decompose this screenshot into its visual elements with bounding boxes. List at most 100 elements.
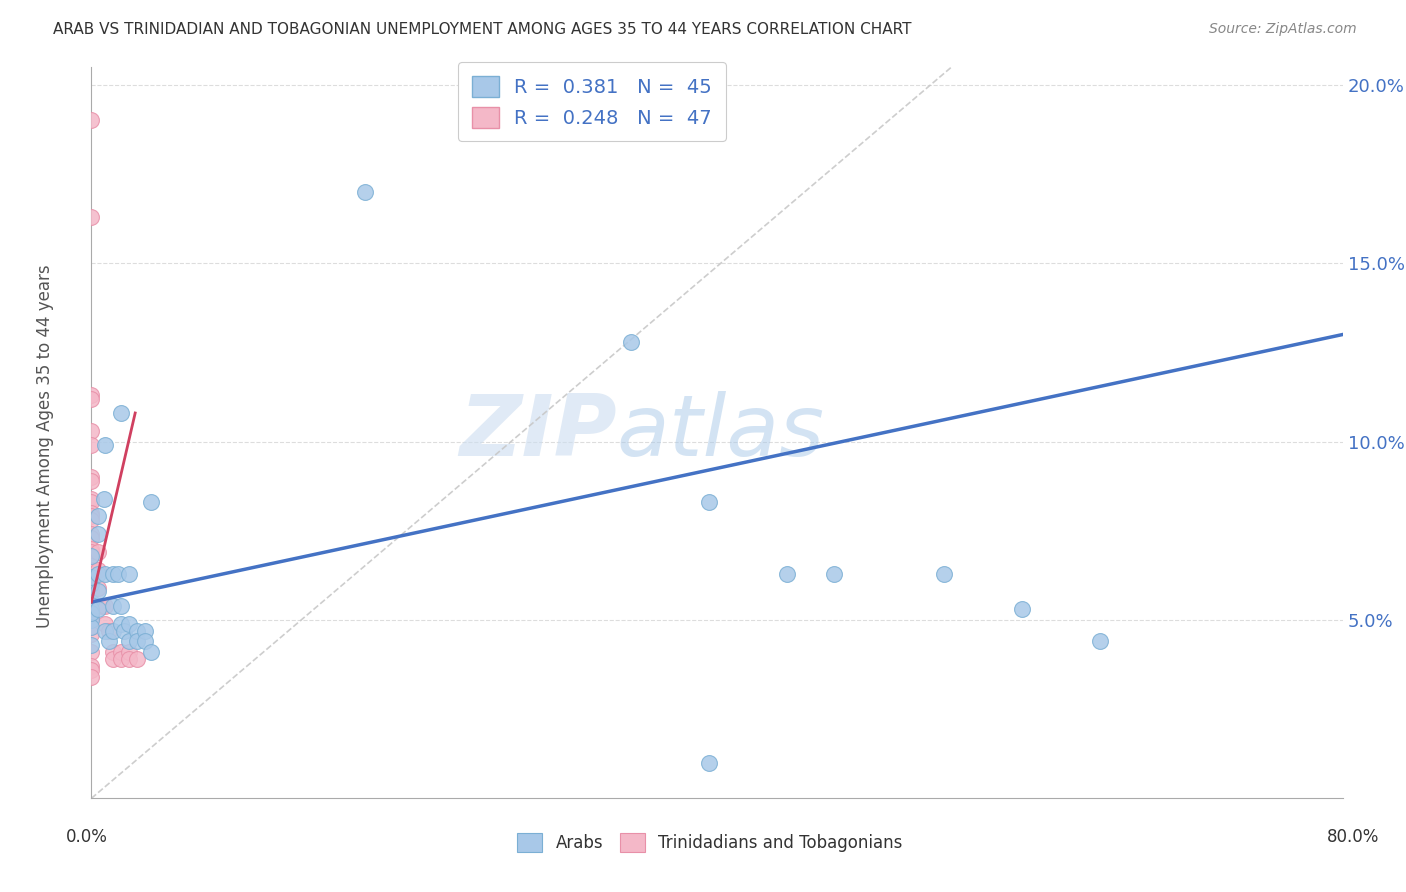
Point — [134, 634, 156, 648]
Point — [80, 606, 103, 620]
Point — [94, 624, 117, 638]
Point — [80, 491, 103, 506]
Point — [80, 527, 103, 541]
Point — [1090, 634, 1112, 648]
Point — [134, 624, 156, 638]
Point — [80, 627, 103, 641]
Point — [80, 602, 103, 616]
Point — [697, 495, 720, 509]
Point — [80, 438, 103, 452]
Text: atlas: atlas — [617, 391, 825, 475]
Legend: R =  0.381   N =  45, R =  0.248   N =  47: R = 0.381 N = 45, R = 0.248 N = 47 — [458, 62, 725, 141]
Point — [125, 652, 148, 666]
Point — [125, 624, 148, 638]
Point — [823, 566, 845, 581]
Point — [80, 506, 103, 520]
Point — [94, 616, 117, 631]
Point — [118, 634, 141, 648]
Point — [110, 645, 132, 659]
Point — [110, 652, 132, 666]
Point — [80, 638, 103, 652]
Point — [110, 599, 132, 613]
Text: ARAB VS TRINIDADIAN AND TOBAGONIAN UNEMPLOYMENT AMONG AGES 35 TO 44 YEARS CORREL: ARAB VS TRINIDADIAN AND TOBAGONIAN UNEMP… — [53, 22, 912, 37]
Point — [80, 613, 103, 627]
Point — [80, 609, 103, 624]
Point — [118, 652, 141, 666]
Point — [86, 527, 108, 541]
Point — [86, 602, 108, 616]
Point — [118, 645, 141, 659]
Point — [80, 663, 103, 677]
Point — [93, 491, 115, 506]
Point — [80, 645, 103, 659]
Point — [94, 599, 117, 613]
Point — [86, 584, 108, 599]
Point — [103, 599, 125, 613]
Point — [86, 509, 108, 524]
Point — [80, 613, 103, 627]
Point — [118, 616, 141, 631]
Point — [103, 652, 125, 666]
Point — [97, 624, 120, 638]
Point — [80, 584, 103, 599]
Point — [118, 566, 141, 581]
Point — [620, 334, 643, 349]
Point — [125, 634, 148, 648]
Point — [80, 659, 103, 673]
Point — [80, 563, 103, 577]
Point — [80, 599, 103, 613]
Point — [80, 595, 103, 609]
Point — [80, 531, 103, 545]
Point — [80, 545, 103, 559]
Point — [94, 566, 117, 581]
Point — [103, 624, 125, 638]
Point — [932, 566, 955, 581]
Point — [139, 645, 162, 659]
Text: 0.0%: 0.0% — [66, 828, 108, 846]
Point — [354, 185, 377, 199]
Point — [697, 756, 720, 770]
Point — [103, 645, 125, 659]
Point — [112, 624, 135, 638]
Point — [80, 113, 103, 128]
Text: 80.0%: 80.0% — [1326, 828, 1379, 846]
Point — [110, 406, 132, 420]
Point — [80, 549, 103, 563]
Point — [80, 595, 103, 609]
Point — [776, 566, 799, 581]
Point — [80, 559, 103, 574]
Point — [80, 392, 103, 406]
Point — [80, 424, 103, 438]
Point — [94, 438, 117, 452]
Point — [80, 606, 103, 620]
Point — [86, 566, 108, 581]
Point — [80, 620, 103, 634]
Point — [80, 495, 103, 509]
Text: Source: ZipAtlas.com: Source: ZipAtlas.com — [1209, 22, 1357, 37]
Point — [97, 634, 120, 648]
Point — [80, 566, 103, 581]
Point — [80, 210, 103, 224]
Point — [1011, 602, 1033, 616]
Point — [80, 474, 103, 488]
Point — [80, 670, 103, 684]
Point — [80, 577, 103, 591]
Point — [80, 570, 103, 584]
Point — [80, 509, 103, 524]
Point — [86, 545, 108, 559]
Point — [139, 495, 162, 509]
Point — [107, 566, 129, 581]
Point — [91, 599, 114, 613]
Point — [80, 513, 103, 527]
Point — [110, 616, 132, 631]
Point — [80, 388, 103, 402]
Point — [80, 470, 103, 484]
Point — [80, 577, 103, 591]
Text: Unemployment Among Ages 35 to 44 years: Unemployment Among Ages 35 to 44 years — [37, 264, 53, 628]
Legend: Arabs, Trinidadians and Tobagonians: Arabs, Trinidadians and Tobagonians — [510, 827, 910, 859]
Point — [80, 541, 103, 556]
Point — [103, 566, 125, 581]
Point — [86, 563, 108, 577]
Point — [86, 581, 108, 595]
Text: ZIP: ZIP — [460, 391, 617, 475]
